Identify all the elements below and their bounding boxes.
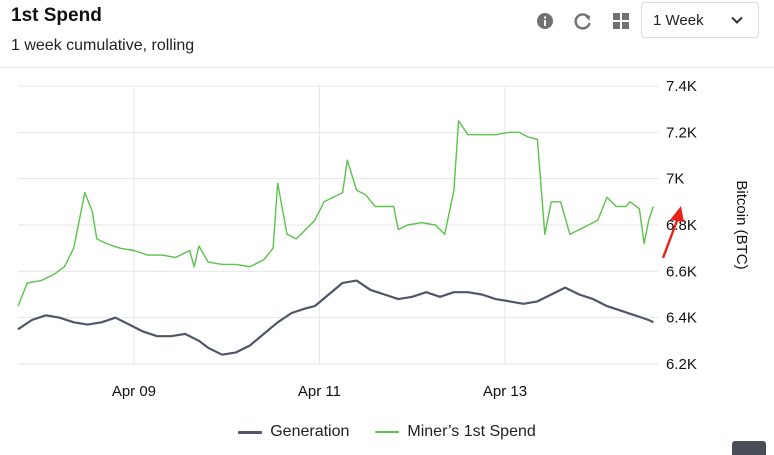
range-select[interactable]: 1 Week xyxy=(641,2,759,38)
legend-label-miners-first-spend: Miner’s 1st Spend xyxy=(407,423,536,440)
chart-subtitle: 1 week cumulative, rolling xyxy=(11,37,195,54)
legend-swatch-generation xyxy=(238,430,263,434)
chart-legend: Generation Miner’s 1st Spend xyxy=(0,423,774,441)
y-tick-label: 6.6K xyxy=(666,263,697,280)
chevron-down-icon xyxy=(730,13,744,32)
range-select-value: 1 Week xyxy=(653,12,704,29)
refresh-icon[interactable] xyxy=(572,10,594,32)
chart-series xyxy=(17,120,655,356)
x-tick-label: Apr 09 xyxy=(112,383,156,400)
y-tick-label: 6.4K xyxy=(666,310,697,327)
grid-icon[interactable] xyxy=(610,10,632,32)
x-tick-label: Apr 11 xyxy=(298,383,341,400)
series-miners-first-spend-line xyxy=(17,120,655,307)
chat-widget-tab[interactable] xyxy=(732,441,766,455)
annotation-arrow xyxy=(661,206,684,259)
y-tick-label: 7.2K xyxy=(666,124,697,141)
header-divider xyxy=(0,67,774,68)
y-tick-label: 6.2K xyxy=(666,356,697,373)
legend-label-generation: Generation xyxy=(270,423,350,440)
y-axis-label: Bitcoin (BTC) xyxy=(733,180,750,269)
y-tick-label: 7.4K xyxy=(666,78,697,95)
legend-swatch-miners-first-spend xyxy=(375,431,400,433)
legend-item-miners-first-spend[interactable]: Miner’s 1st Spend xyxy=(375,423,536,441)
chart-title: 1st Spend xyxy=(11,5,102,26)
series-generation-line xyxy=(17,279,654,356)
chart-grid xyxy=(18,85,658,365)
y-tick-label: 7K xyxy=(666,171,684,188)
x-tick-label: Apr 13 xyxy=(483,383,527,400)
x-axis-ticks: Apr 09 Apr 11 Apr 13 xyxy=(112,383,527,400)
info-icon[interactable] xyxy=(534,10,556,32)
legend-item-generation[interactable]: Generation xyxy=(238,423,349,441)
